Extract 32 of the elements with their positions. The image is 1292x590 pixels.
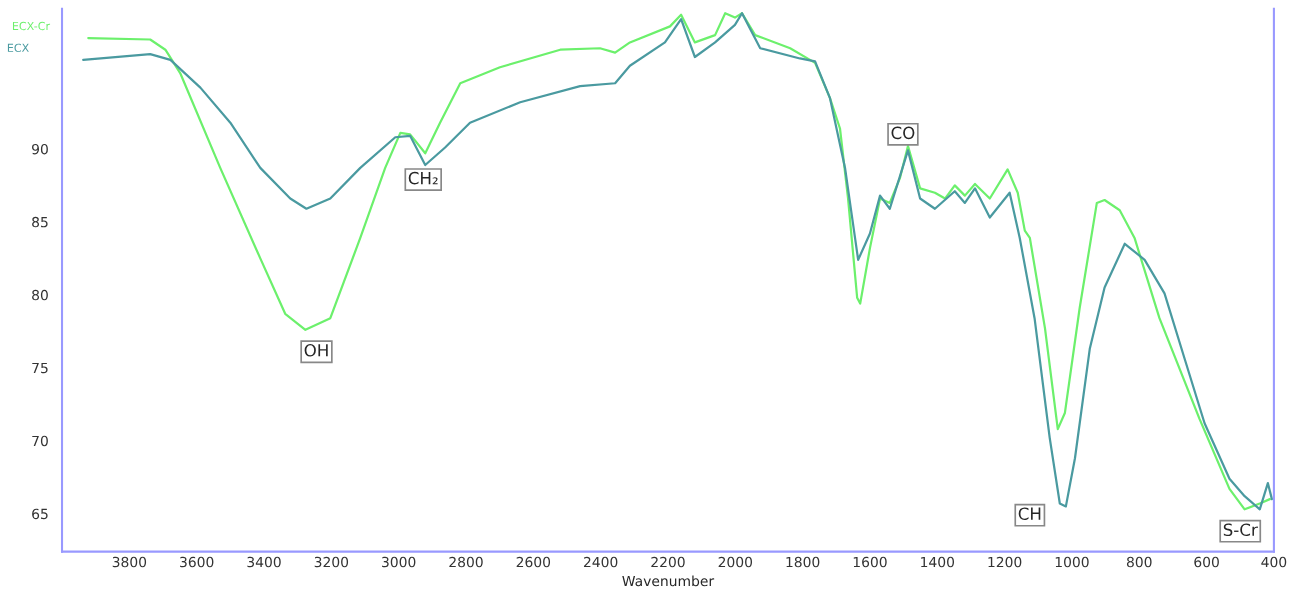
x-tick-label: 3400: [247, 556, 281, 568]
annotation: CO: [891, 126, 915, 140]
x-tick-label: 2400: [583, 556, 618, 568]
x-tick-label: 1000: [1055, 556, 1089, 568]
x-tick-label: 1600: [853, 556, 887, 568]
x-tick-label: 3600: [180, 556, 214, 568]
annotation: S-Cr: [1223, 523, 1258, 537]
annotation: CH₂: [408, 171, 438, 185]
y-tick-label: 80: [32, 289, 48, 301]
x-tick-label: 1800: [786, 556, 820, 568]
x-tick-label: 2800: [449, 556, 483, 568]
x-tick-label: 3200: [314, 556, 349, 568]
x-tick-label: 1400: [921, 556, 955, 568]
y-tick-label: 70: [32, 435, 48, 447]
x-tick-label: 3000: [382, 556, 416, 568]
y-tick-label: 85: [32, 216, 48, 228]
x-tick-label: 3800: [112, 556, 147, 568]
annotation: CH: [1018, 507, 1041, 521]
text: ECX: [7, 43, 29, 53]
x-tick-label: 2200: [651, 556, 685, 568]
x-tick-label: 600: [1194, 556, 1219, 568]
text: ECX-Cr: [12, 21, 51, 31]
x-tick-label: 2000: [718, 556, 753, 568]
x-tick-label: 2600: [516, 556, 551, 568]
y-tick-label: 65: [32, 508, 48, 520]
x-tick-label: 800: [1126, 556, 1152, 568]
x-tick-label: 1200: [988, 556, 1022, 568]
y-tick-label: 90: [32, 143, 48, 155]
y-tick-label: 75: [32, 362, 48, 374]
x-axis-title: Wavenumber: [622, 575, 715, 587]
annotation: OH: [304, 343, 328, 357]
x-tick-label: 400: [1261, 556, 1287, 568]
